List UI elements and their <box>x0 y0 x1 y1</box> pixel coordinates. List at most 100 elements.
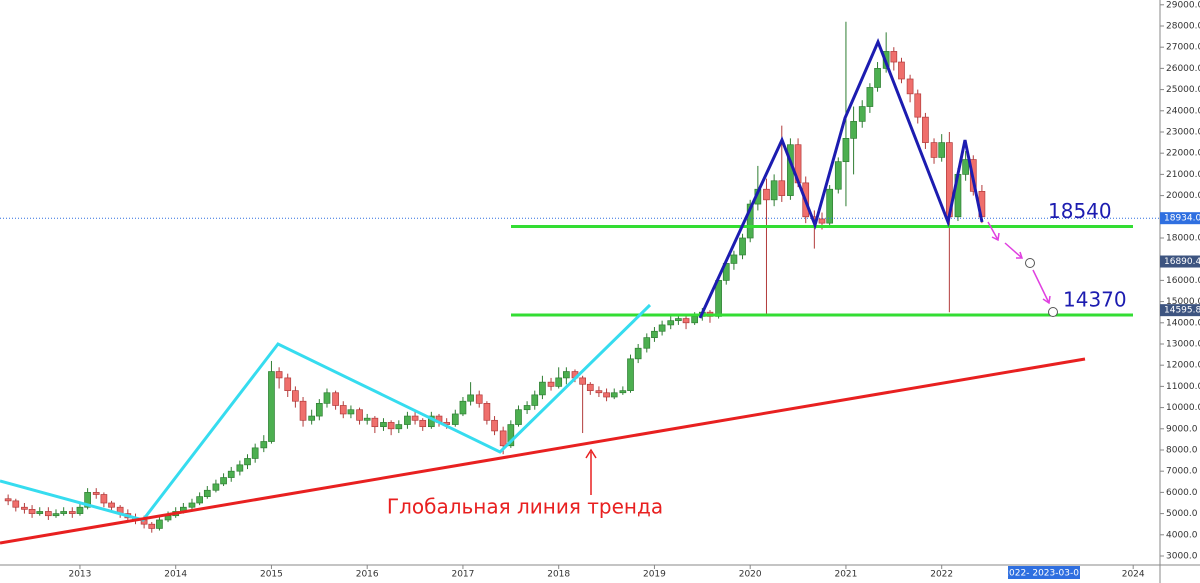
candle-body <box>834 161 842 190</box>
y-tick-label: 10000.0 <box>1166 403 1200 413</box>
candle-body <box>84 492 91 508</box>
levels: 18540 14370 <box>0 199 1160 317</box>
price-label-box <box>1160 212 1200 225</box>
candle-body <box>842 138 850 163</box>
candle-body <box>586 383 594 391</box>
candle-body <box>858 106 866 122</box>
candle-body <box>292 390 299 402</box>
candle-body <box>36 511 44 514</box>
candle-body <box>60 511 68 514</box>
y-tick-label: 7000.0 <box>1166 467 1198 477</box>
candle-body <box>930 142 938 158</box>
y-tick-label: 25000.0 <box>1166 85 1200 95</box>
candle-body <box>203 489 211 497</box>
y-tick-label: 18000.0 <box>1166 233 1200 243</box>
candle-body <box>260 441 268 449</box>
axis-labels: 3000.0 4000.0 5000.0 6000.0 7000.0 8000.0 9000… <box>68 0 1200 580</box>
price-label-box <box>1160 255 1200 268</box>
y-tick-label: 5000.0 <box>1166 509 1198 519</box>
candle-body <box>866 87 874 107</box>
candle-body <box>212 483 220 491</box>
crosshair-label-box <box>1008 566 1080 579</box>
x-tick-label: 2024 <box>1122 570 1145 580</box>
candle-body <box>268 371 275 442</box>
y-tick-label: 27000.0 <box>1166 43 1200 53</box>
candle-body <box>507 424 515 447</box>
candle-body <box>539 381 546 396</box>
candle-body <box>938 142 946 158</box>
candle-body <box>746 203 754 239</box>
y-tick-label: 13000.0 <box>1166 339 1200 349</box>
candle-body <box>634 347 642 360</box>
x-tick-label: 2015 <box>260 570 283 580</box>
candle-body <box>236 464 244 472</box>
candle-body <box>547 381 555 387</box>
x-tick-label: 2016 <box>356 570 379 580</box>
cyan-zigzag <box>0 303 652 522</box>
candle-body <box>4 498 12 502</box>
candle-body <box>651 330 658 338</box>
candle-body <box>108 502 115 508</box>
candle-body <box>323 392 331 404</box>
x-tick-label: 2019 <box>643 570 666 580</box>
x-tick-label: 2013 <box>68 570 91 580</box>
candle-body <box>850 121 857 139</box>
y-tick-label: 11000.0 <box>1166 382 1200 392</box>
y-tick-label: 29000.0 <box>1166 0 1200 10</box>
candle-body <box>610 392 618 398</box>
candle-body <box>275 371 283 379</box>
arrow-head <box>1016 251 1024 259</box>
candle-body <box>906 78 914 95</box>
candle-body <box>475 394 483 404</box>
candle-body <box>76 506 84 514</box>
forecast-arrow <box>1032 269 1050 304</box>
y-tick-label: 26000.0 <box>1166 64 1200 74</box>
candle-body <box>411 415 419 421</box>
candle-body <box>778 180 786 196</box>
trend-line <box>0 357 1086 545</box>
candle-body <box>404 415 411 425</box>
candle-body <box>627 358 634 391</box>
candle-body <box>356 409 363 421</box>
candle-body <box>284 377 292 391</box>
candle-body <box>675 318 682 322</box>
trend-arrow-head <box>585 448 597 459</box>
y-tick-label: 6000.0 <box>1166 488 1198 498</box>
candle-body <box>595 390 603 394</box>
candle-body <box>563 371 570 379</box>
candle-body <box>499 430 507 447</box>
price-label-box <box>1160 304 1200 317</box>
candle-body <box>308 415 316 421</box>
x-tick-label: 2022 <box>930 570 953 580</box>
y-tick-label: 4000.0 <box>1166 530 1198 540</box>
y-tick-label: 21000.0 <box>1166 170 1200 180</box>
candle-body <box>387 422 395 430</box>
blue-zigzag <box>698 38 984 319</box>
candle-body <box>100 494 108 504</box>
level-label: 18540 <box>1048 199 1112 223</box>
candle-body <box>156 519 163 529</box>
candle-body <box>730 254 738 264</box>
candle-body <box>658 324 666 332</box>
candle-body <box>148 523 156 529</box>
price-label: 18934.0 <box>1164 214 1200 224</box>
candle-body <box>419 419 427 428</box>
candle-body <box>715 280 722 317</box>
y-tick-label: 20000.0 <box>1166 191 1200 201</box>
y-tick-label: 9000.0 <box>1166 424 1198 434</box>
candle-body <box>459 400 467 415</box>
forecast-arrows <box>987 221 1051 305</box>
annotation: Глобальная линия тренда <box>387 495 663 519</box>
x-tick-label: 2018 <box>547 570 570 580</box>
y-tick-label: 15000.0 <box>1166 297 1200 307</box>
candle-body <box>467 394 474 402</box>
candle-body <box>380 422 387 428</box>
candle-body <box>451 413 459 425</box>
candle-body <box>619 390 627 394</box>
y-tick-label: 12000.0 <box>1166 361 1200 371</box>
candle-body <box>603 392 610 398</box>
candle-body <box>579 377 586 385</box>
candle-body <box>483 403 491 421</box>
candle-body <box>643 337 651 349</box>
